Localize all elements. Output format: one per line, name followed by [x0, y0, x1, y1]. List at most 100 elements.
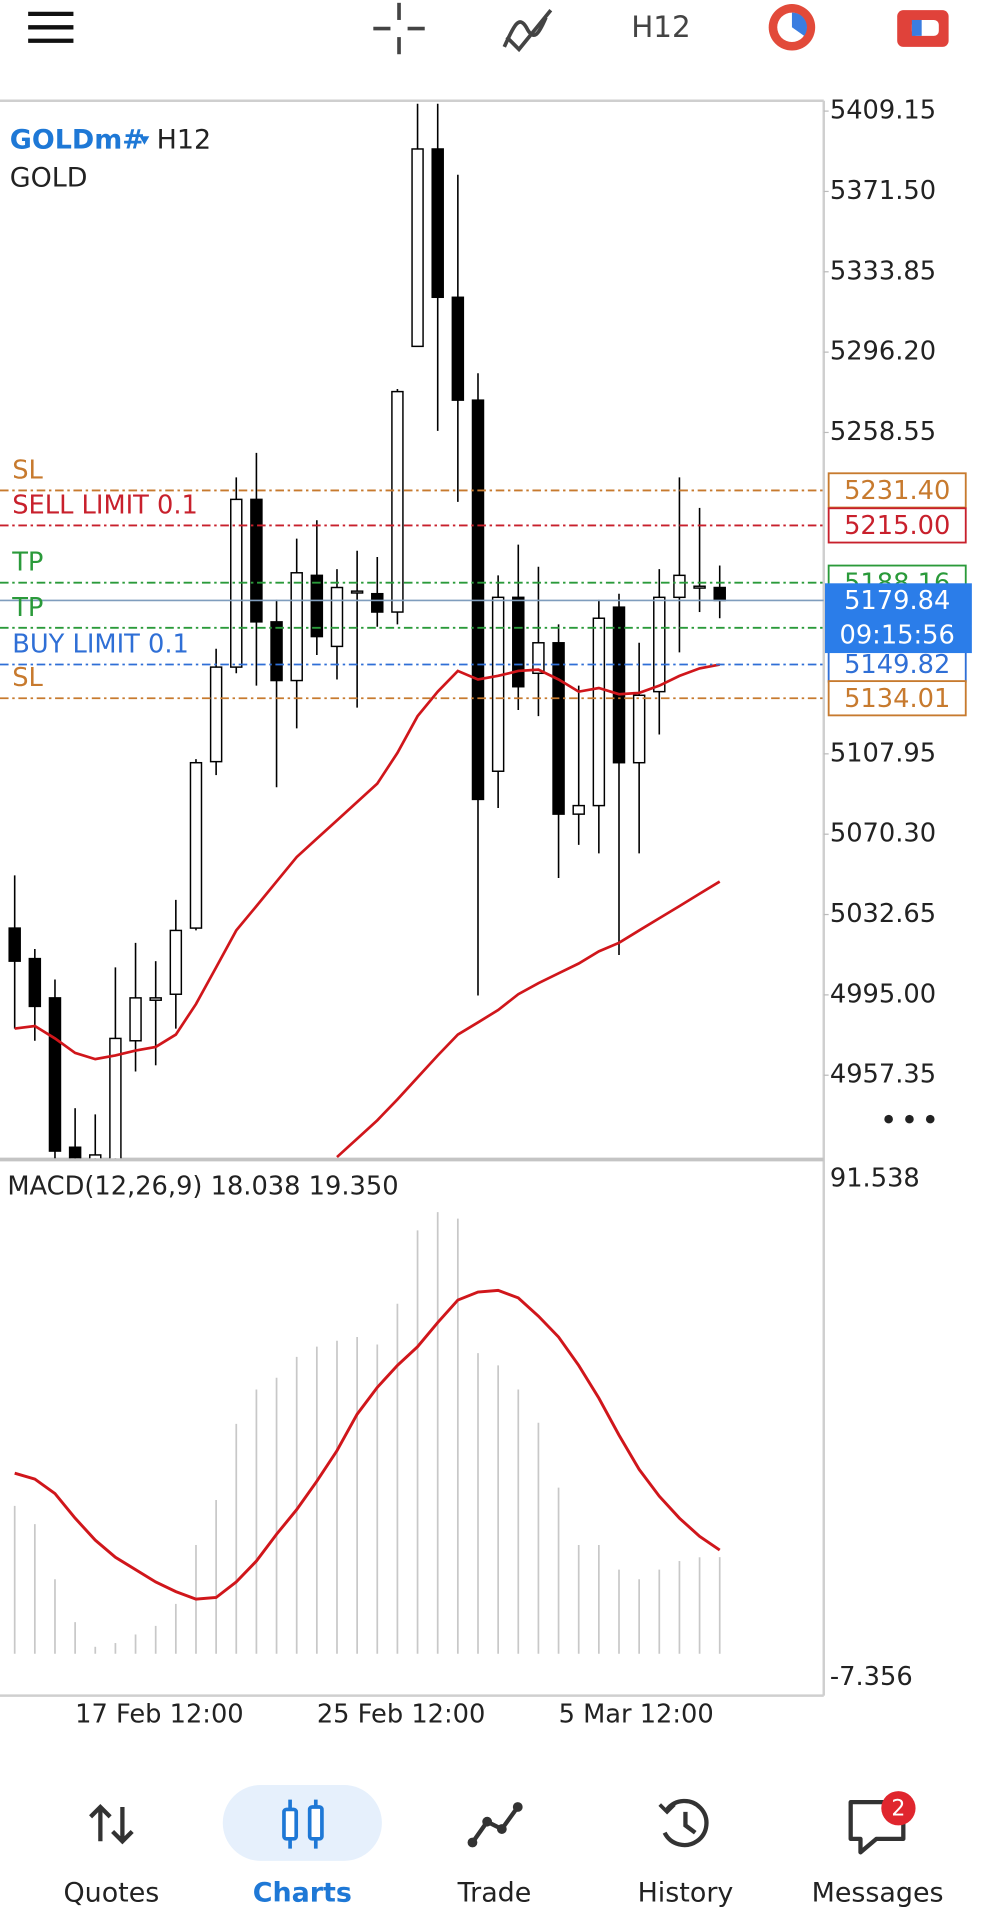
y-tick-label: 5409.15: [830, 96, 936, 126]
candle-body: [391, 390, 404, 613]
candle-body: [451, 296, 465, 401]
candle-body: [189, 761, 203, 929]
candle-body: [169, 929, 183, 995]
candle-body: [330, 586, 344, 648]
order-level-box: [827, 680, 967, 717]
signal-line: [14, 1288, 721, 1601]
candle-body: [693, 585, 706, 589]
chart-timeframe: H12: [157, 125, 211, 156]
candle-body: [290, 572, 303, 682]
menu-button[interactable]: [28, 11, 74, 43]
macd-plot: [13, 1212, 721, 1654]
candle-body: [68, 1146, 82, 1159]
current-price-box: [824, 583, 972, 654]
y-tick-label: 5258.55: [830, 417, 936, 447]
candle-body: [713, 586, 726, 602]
candle-body: [491, 596, 505, 772]
moving-average: [14, 663, 720, 1061]
tab-label[interactable]: History: [638, 1877, 734, 1908]
toolbar: H12: [28, 2, 949, 55]
candle-body: [28, 957, 42, 1008]
candle-body: [129, 997, 142, 1042]
order-level-label: SELL LIMIT 0.1: [12, 490, 198, 520]
candle-body: [632, 694, 646, 764]
y-tick-label: 5107.95: [830, 738, 936, 768]
candle-body: [572, 804, 585, 815]
x-tick-label: 25 Feb 12:00: [317, 1700, 486, 1730]
order-level-label: BUY LIMIT 0.1: [12, 629, 189, 659]
y-tick-label: 91.538: [830, 1164, 920, 1194]
candle-body: [371, 592, 384, 613]
order-level-value: 5215.00: [844, 511, 950, 541]
bottom-navigation: Quotes Charts Trade History 2 Messages: [63, 1784, 944, 1908]
candle-body: [89, 1154, 102, 1159]
candle-body: [512, 596, 525, 688]
symbol-dropdown[interactable]: [139, 136, 150, 145]
candle-body: [209, 666, 223, 763]
current-price: 5179.84: [844, 586, 950, 616]
tab-charts[interactable]: Charts: [222, 1784, 382, 1908]
candle-body: [350, 590, 364, 594]
tab-messages[interactable]: 2 Messages: [812, 1791, 944, 1908]
candle-body: [653, 596, 666, 693]
macd-signal-value: 19.350: [309, 1171, 399, 1201]
candle-body: [310, 574, 324, 638]
tab-label[interactable]: Messages: [812, 1877, 944, 1908]
candle-body: [532, 642, 545, 675]
tab-trade[interactable]: Trade: [457, 1802, 532, 1908]
candle-body: [149, 997, 162, 1001]
y-tick-label: 5032.65: [830, 899, 936, 929]
candle-body: [48, 997, 62, 1152]
candle-body: [612, 606, 626, 764]
y-tick-label: 5371.50: [830, 176, 936, 206]
candle-body: [592, 617, 606, 807]
candle-body: [431, 148, 444, 299]
more-button[interactable]: [884, 1114, 935, 1124]
candle-body: [552, 642, 565, 815]
unread-badge: 2: [891, 1796, 905, 1821]
candle-body: [250, 498, 263, 623]
tab-label[interactable]: Quotes: [63, 1877, 159, 1908]
tab-quotes[interactable]: Quotes: [63, 1803, 159, 1908]
candle-body: [673, 574, 686, 599]
tab-history[interactable]: History: [638, 1798, 734, 1908]
macd-title: MACD(12,26,9) 18.038 19.350: [7, 1171, 398, 1201]
symbol[interactable]: GOLDm#: [10, 125, 145, 156]
y-tick-label: 5333.85: [830, 256, 936, 286]
timeframe-button[interactable]: H12: [631, 10, 690, 44]
order-level-box: [827, 507, 967, 544]
order-level-label: SL: [12, 455, 43, 485]
order-level-label: SL: [12, 663, 43, 693]
order-level-box: [827, 472, 967, 509]
order-level-label: TP: [11, 593, 43, 623]
macd-value: 18.038: [211, 1171, 301, 1201]
order-level-value: 5149.82: [844, 650, 950, 680]
candle-body: [411, 148, 424, 348]
order-level-value: 5231.40: [844, 476, 950, 506]
macd-name: MACD(12,26,9): [7, 1171, 202, 1201]
indicators-button[interactable]: [502, 9, 553, 53]
y-tick-label: 4995.00: [830, 979, 936, 1009]
order-level-value: 5134.01: [844, 684, 950, 714]
x-tick-label: 17 Feb 12:00: [75, 1700, 244, 1730]
candle-body: [270, 621, 283, 682]
overlay-labels: GOLDm# H12 GOLD MACD(12,26,9) 18.038 19.…: [7, 96, 972, 1730]
trade-clock-button[interactable]: [768, 4, 816, 51]
candle-body: [109, 1037, 122, 1159]
moving-average: [336, 880, 721, 1159]
order-level-label: TP: [11, 548, 43, 578]
y-tick-label: 5296.20: [830, 337, 936, 367]
candle-body: [8, 927, 21, 962]
current-time: 09:15:56: [840, 620, 955, 650]
symbol-description: GOLD: [10, 163, 88, 194]
account-button[interactable]: [897, 10, 949, 47]
tab-label[interactable]: Charts: [253, 1877, 352, 1908]
y-tick-label: 5070.30: [830, 819, 936, 849]
crosshair-button[interactable]: [373, 2, 425, 55]
y-tick-label: 4957.35: [830, 1060, 936, 1090]
order-level-box: [827, 646, 967, 683]
y-tick-label: -7.356: [830, 1662, 913, 1692]
tab-label[interactable]: Trade: [457, 1877, 532, 1908]
